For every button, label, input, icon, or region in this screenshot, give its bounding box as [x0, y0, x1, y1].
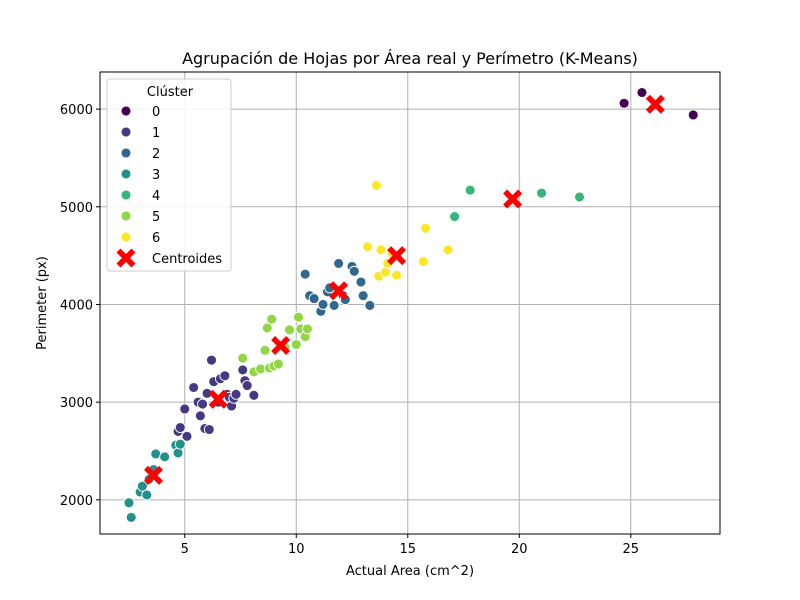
data-point-cluster-6 — [420, 222, 432, 234]
data-point-cluster-1 — [248, 389, 260, 401]
data-point-cluster-4 — [464, 184, 476, 196]
data-point-cluster-5 — [259, 344, 271, 356]
legend-marker-cluster-1 — [120, 126, 132, 138]
data-point-cluster-4 — [536, 187, 548, 199]
data-point-cluster-5 — [290, 339, 302, 350]
chart-title: Agrupación de Hojas por Área real y Perí… — [182, 49, 638, 68]
y-tick-label: 3000 — [60, 396, 93, 411]
legend-marker-cluster-5 — [120, 210, 132, 222]
legend-items: 0 1 2 3 4 5 6 Centroides — [116, 105, 222, 268]
data-point-cluster-3 — [174, 438, 186, 450]
data-point-cluster-5 — [284, 324, 296, 336]
x-axis-ticks: 5 10 15 20 25 — [181, 534, 639, 557]
data-point-cluster-2 — [308, 293, 320, 305]
data-point-cluster-1 — [237, 364, 249, 376]
data-point-cluster-2 — [299, 268, 311, 280]
legend-marker-cluster-2 — [120, 147, 132, 159]
legend-label-cluster-6: 6 — [152, 231, 160, 246]
data-point-cluster-6 — [375, 244, 387, 256]
data-point-cluster-6 — [442, 244, 454, 256]
data-point-cluster-1 — [174, 422, 186, 433]
centroid-marker — [144, 465, 164, 485]
data-point-cluster-3 — [123, 497, 135, 509]
x-tick-label: 25 — [623, 542, 640, 557]
legend-label-cluster-1: 1 — [152, 126, 160, 141]
legend-marker-cluster-6 — [120, 231, 132, 243]
data-point-cluster-5 — [261, 322, 273, 334]
centroid-marker — [271, 335, 291, 355]
data-point-cluster-6 — [391, 269, 403, 281]
legend-label-cluster-5: 5 — [152, 210, 160, 225]
legend-marker-cluster-4 — [120, 189, 132, 201]
data-point-cluster-3 — [159, 451, 171, 463]
data-point-cluster-5 — [272, 358, 284, 370]
centroid-marker — [387, 246, 407, 266]
data-point-cluster-3 — [136, 480, 148, 492]
legend-box — [106, 78, 232, 272]
data-point-cluster-2 — [328, 299, 340, 311]
legend-label-cluster-4: 4 — [152, 189, 160, 204]
data-point-cluster-1 — [179, 403, 191, 415]
data-point-cluster-2 — [317, 299, 329, 310]
data-point-cluster-1 — [188, 382, 200, 393]
data-point-cluster-5 — [237, 352, 249, 364]
x-tick-label: 10 — [288, 542, 305, 557]
data-point-cluster-1 — [206, 354, 217, 366]
centroid-markers — [144, 94, 665, 485]
data-point-cluster-5 — [255, 363, 267, 375]
data-point-cluster-5 — [266, 313, 278, 325]
y-tick-label: 6000 — [60, 103, 93, 118]
x-tick-label: 20 — [511, 542, 528, 557]
data-point-cluster-6 — [417, 256, 429, 267]
legend-label-cluster-0: 0 — [152, 105, 160, 120]
centroid-marker — [503, 189, 523, 209]
data-point-cluster-1 — [194, 410, 206, 422]
data-point-cluster-2 — [355, 276, 367, 288]
legend-title: Clúster — [147, 85, 194, 100]
legend-label-cluster-2: 2 — [152, 147, 160, 162]
data-point-cluster-1 — [219, 370, 231, 382]
data-point-cluster-6 — [362, 241, 374, 253]
data-point-cluster-6 — [371, 179, 382, 191]
x-axis-label: Actual Area (cm^2) — [346, 564, 474, 579]
x-tick-label: 15 — [399, 542, 416, 557]
data-point-cluster-3 — [150, 448, 162, 460]
data-point-cluster-0 — [687, 109, 699, 121]
legend-label-centroids: Centroides — [152, 252, 222, 267]
data-point-cluster-2 — [364, 299, 376, 311]
data-point-cluster-0 — [636, 87, 648, 98]
y-tick-label: 4000 — [60, 298, 93, 313]
x-tick-label: 5 — [181, 542, 189, 557]
data-point-cluster-2 — [348, 265, 360, 277]
data-point-cluster-3 — [125, 511, 137, 523]
centroid-marker — [208, 389, 228, 409]
data-point-cluster-5 — [301, 323, 313, 335]
data-point-cluster-2 — [333, 257, 345, 269]
legend-label-cluster-3: 3 — [152, 168, 160, 183]
legend-marker-centroids — [116, 248, 136, 268]
data-point-cluster-2 — [357, 290, 369, 302]
data-point-cluster-5 — [293, 311, 304, 323]
data-point-cluster-3 — [141, 489, 153, 501]
plot-frame — [99, 71, 721, 535]
y-axis-ticks: 2000 3000 4000 5000 6000 — [60, 103, 100, 509]
legend-marker-cluster-3 — [120, 168, 132, 180]
legend: Clúster 0 1 2 3 4 5 6 Centroides — [106, 78, 232, 272]
data-point-cluster-1 — [241, 380, 253, 391]
data-point-cluster-1 — [230, 388, 242, 400]
centroid-marker — [329, 281, 349, 301]
y-axis-label: Perimeter (px) — [35, 256, 50, 350]
data-point-cluster-1 — [197, 398, 209, 410]
centroid-marker — [645, 94, 665, 114]
data-point-cluster-1 — [181, 430, 193, 442]
data-point-cluster-0 — [618, 97, 630, 109]
data-point-cluster-1 — [203, 424, 215, 435]
data-point-cluster-4 — [449, 211, 461, 223]
y-tick-label: 2000 — [60, 494, 93, 509]
legend-marker-cluster-0 — [120, 105, 132, 117]
data-point-cluster-4 — [574, 191, 585, 203]
y-tick-label: 5000 — [60, 201, 93, 216]
